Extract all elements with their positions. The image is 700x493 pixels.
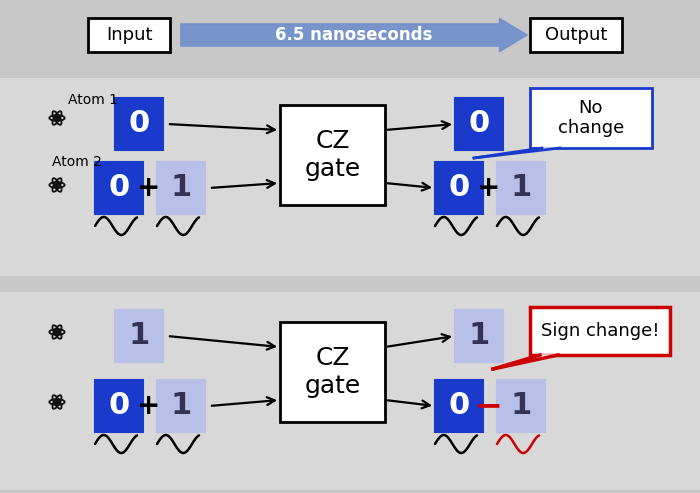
Bar — [497, 380, 545, 432]
Bar — [115, 310, 163, 362]
Polygon shape — [474, 148, 560, 158]
Circle shape — [55, 330, 59, 334]
Text: Atom 2: Atom 2 — [52, 155, 102, 169]
Text: CZ
gate: CZ gate — [304, 346, 360, 398]
Text: No
change: No change — [558, 99, 624, 138]
Circle shape — [55, 116, 59, 120]
Bar — [95, 380, 143, 432]
Text: +: + — [137, 174, 161, 202]
Bar — [435, 380, 483, 432]
Bar — [157, 162, 205, 214]
Bar — [530, 18, 622, 52]
Bar — [280, 322, 385, 422]
Text: CZ
gate: CZ gate — [304, 129, 360, 181]
Text: Atom 1: Atom 1 — [68, 93, 118, 107]
Text: −: − — [475, 389, 503, 423]
Bar — [435, 162, 483, 214]
Text: 6.5 nanoseconds: 6.5 nanoseconds — [275, 26, 433, 44]
Bar — [497, 162, 545, 214]
Polygon shape — [493, 355, 558, 369]
Bar — [0, 78, 700, 276]
Text: 0: 0 — [468, 109, 489, 139]
Circle shape — [55, 400, 59, 404]
Bar — [455, 98, 503, 150]
Text: 1: 1 — [170, 174, 192, 203]
Text: 1: 1 — [128, 321, 150, 351]
Text: 1: 1 — [170, 391, 192, 421]
Text: +: + — [137, 392, 161, 420]
Text: +: + — [477, 174, 500, 202]
Text: Sign change!: Sign change! — [540, 322, 659, 340]
Bar — [157, 380, 205, 432]
Text: 0: 0 — [108, 391, 130, 421]
Bar — [0, 292, 700, 490]
Text: 0: 0 — [128, 109, 150, 139]
Text: 1: 1 — [510, 174, 531, 203]
Bar — [88, 18, 170, 52]
Bar — [530, 88, 652, 148]
Bar — [115, 98, 163, 150]
Circle shape — [55, 183, 59, 187]
Text: 1: 1 — [510, 391, 531, 421]
FancyArrowPatch shape — [181, 18, 527, 52]
Text: Input: Input — [106, 26, 153, 44]
Bar — [95, 162, 143, 214]
Text: Output: Output — [545, 26, 607, 44]
Bar — [530, 307, 670, 355]
Text: 0: 0 — [449, 391, 470, 421]
Bar — [280, 105, 385, 205]
Text: 1: 1 — [468, 321, 489, 351]
Bar — [455, 310, 503, 362]
Text: 0: 0 — [449, 174, 470, 203]
Text: 0: 0 — [108, 174, 130, 203]
